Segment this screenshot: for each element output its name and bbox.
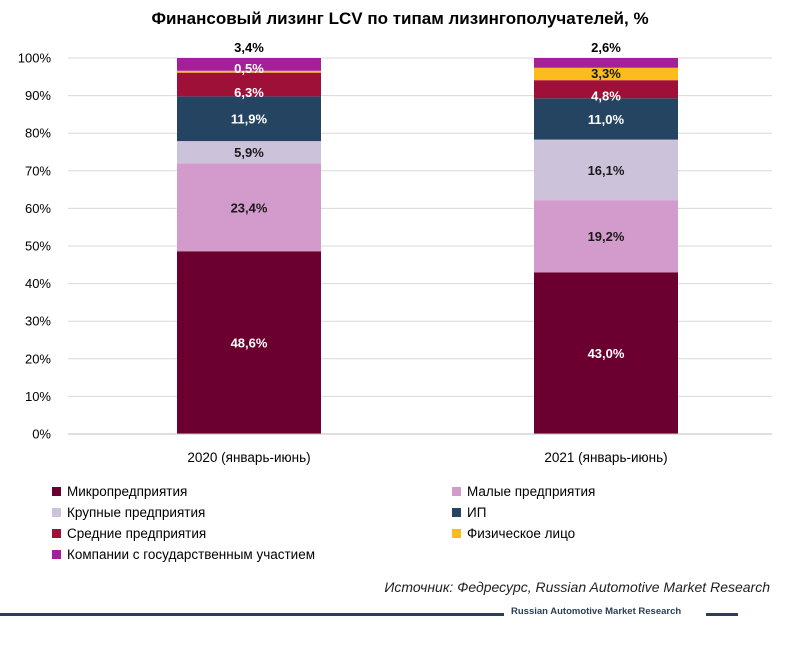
- bar-segment: [177, 141, 321, 164]
- y-tick-label: 40%: [25, 276, 51, 291]
- source-note: Источник: Федресурс, Russian Automotive …: [384, 579, 770, 595]
- legend-swatch: [52, 550, 61, 559]
- legend-item: Микропредприятия: [52, 484, 187, 499]
- legend-item: ИП: [452, 505, 486, 520]
- legend-label: Крупные предприятия: [67, 505, 206, 520]
- bar-segment: [177, 163, 321, 252]
- legend-swatch: [52, 487, 61, 496]
- x-tick-label: 2021 (январь-июнь): [544, 450, 667, 465]
- bar-segment: [177, 96, 321, 142]
- chart-title: Финансовый лизинг LCV по типам лизингопо…: [151, 9, 649, 28]
- top-data-label: 3,4%: [234, 40, 264, 55]
- data-label: 16,1%: [588, 163, 625, 178]
- data-label: 43,0%: [588, 346, 625, 361]
- legend-swatch: [452, 508, 461, 517]
- footer-brand: Russian Automotive Market Research: [511, 606, 682, 617]
- bar-segment: [177, 251, 321, 434]
- data-label: 0,5%: [234, 61, 264, 76]
- legend-item: Крупные предприятия: [52, 505, 205, 520]
- bar-segment: [534, 58, 678, 68]
- bar-segment: [534, 272, 678, 434]
- data-label: 23,4%: [231, 200, 268, 215]
- legend-swatch: [52, 508, 61, 517]
- y-tick-label: 70%: [25, 163, 51, 178]
- footer-line-left: [0, 613, 504, 616]
- data-label: 4,8%: [591, 89, 621, 104]
- bar-segment: [177, 70, 321, 73]
- legend-label: Малые предприятия: [467, 484, 596, 499]
- data-label: 3,3%: [591, 66, 621, 81]
- bar-segment: [534, 98, 678, 140]
- bar-segment: [534, 67, 678, 81]
- y-tick-label: 10%: [25, 389, 51, 404]
- legend-label: Микропредприятия: [67, 484, 188, 499]
- y-tick-label: 30%: [25, 314, 51, 329]
- legend-item: Физическое лицо: [452, 526, 575, 541]
- legend-item: Средние предприятия: [52, 526, 206, 541]
- legend-label: Средние предприятия: [67, 526, 207, 541]
- x-tick-label: 2020 (январь-июнь): [187, 450, 310, 465]
- legend-label: Физическое лицо: [467, 526, 576, 541]
- data-label: 11,0%: [588, 112, 625, 127]
- y-tick-label: 100%: [18, 51, 52, 66]
- legend-swatch: [452, 529, 461, 538]
- y-tick-label: 60%: [25, 201, 51, 216]
- legend-item: Компании с государственным участием: [52, 547, 315, 562]
- legend-swatch: [52, 529, 61, 538]
- stacked-bar-chart: 0% 10% 20% 30% 40% 50% 60% 70% 80% 90% 100% 48,6% 23…: [18, 40, 772, 465]
- bar-segment: [534, 200, 678, 273]
- data-label: 5,9%: [234, 145, 264, 160]
- y-tick-label: 0%: [32, 427, 51, 442]
- y-tick-label: 20%: [25, 351, 51, 366]
- top-data-label: 2,6%: [591, 40, 621, 55]
- legend-item: Малые предприятия: [452, 484, 595, 499]
- bar-segment: [177, 58, 321, 71]
- y-tick-label: 80%: [25, 126, 51, 141]
- data-label: 6,3%: [234, 85, 264, 100]
- data-label: 48,6%: [231, 336, 268, 351]
- data-label: 19,2%: [588, 229, 625, 244]
- bar-segment: [177, 72, 321, 97]
- y-tick-label: 50%: [25, 239, 51, 254]
- y-tick-label: 90%: [25, 88, 51, 103]
- legend-label: ИП: [467, 505, 487, 520]
- legend-label: Компании с государственным участием: [67, 547, 316, 562]
- bar-segment: [534, 139, 678, 201]
- data-label: 11,9%: [231, 112, 268, 127]
- footer-line-right: [706, 613, 738, 616]
- bar-segment: [534, 80, 678, 99]
- legend-swatch: [452, 487, 461, 496]
